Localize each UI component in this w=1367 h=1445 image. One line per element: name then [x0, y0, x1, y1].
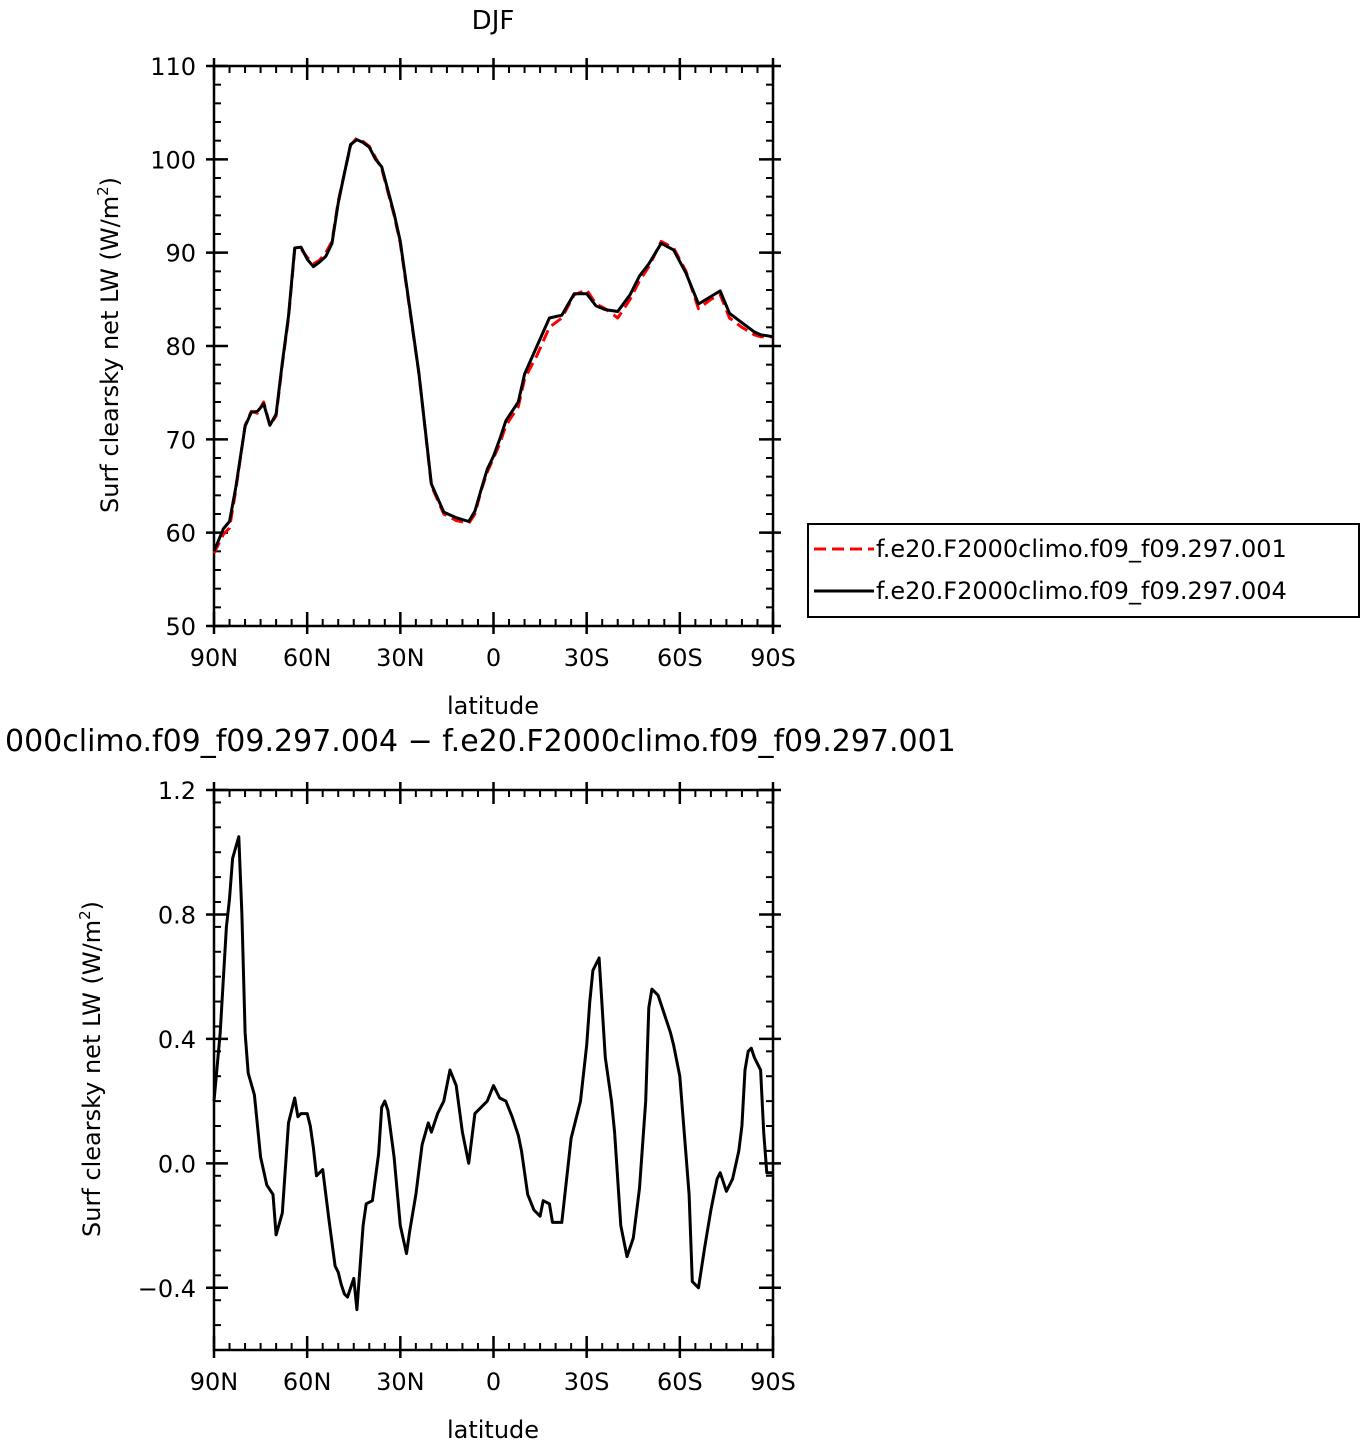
x-tick-label: 0 — [486, 644, 501, 672]
x-tick-label: 60S — [657, 644, 703, 672]
bottom-chart-title: 000climo.f09_f09.297.004 − f.e20.F2000cl… — [5, 724, 956, 759]
plot-frame — [212, 64, 775, 628]
top-x-axis-label: latitude — [447, 692, 539, 720]
series-line-1-0 — [212, 835, 773, 1312]
bottom-x-axis-label: latitude — [447, 1416, 539, 1444]
x-tick-label: 90S — [750, 644, 796, 672]
y-tick-label: 60 — [165, 520, 196, 548]
bottom-y-axis-label: Surf clearsky net LW (W/m2) — [76, 901, 106, 1237]
x-tick-label: 90N — [190, 644, 239, 672]
series-line-0-0 — [212, 136, 773, 554]
y-tick-label: 100 — [150, 146, 196, 174]
legend-box — [807, 523, 1360, 618]
bottom-y-axis-label-main: Surf clearsky net LW (W/m — [78, 920, 106, 1237]
x-tick-label: 60N — [283, 644, 332, 672]
x-tick-label: 30N — [376, 644, 425, 672]
x-tick-label: 60S — [657, 1368, 703, 1396]
series-line-0-1 — [212, 138, 774, 552]
top-chart-title: DJF — [472, 6, 515, 36]
x-tick-label: 0 — [486, 1368, 501, 1396]
x-tick-label: 60N — [283, 1368, 332, 1396]
legend: f.e20.F2000climo.f09_f09.297.001 f.e20.F… — [807, 523, 1360, 618]
y-tick-label: 90 — [165, 240, 196, 268]
top-y-axis-label: Surf clearsky net LW (W/m2) — [94, 177, 124, 513]
y-tick-label: 70 — [165, 426, 196, 454]
x-tick-label: 90S — [750, 1368, 796, 1396]
legend-label-004: f.e20.F2000climo.f09_f09.297.004 — [876, 577, 1287, 605]
plot-frame — [212, 788, 775, 1352]
y-tick-label: 110 — [150, 53, 196, 81]
legend-label-001: f.e20.F2000climo.f09_f09.297.001 — [876, 535, 1287, 563]
y-tick-label: 50 — [165, 613, 196, 641]
y-tick-label: 0.4 — [158, 1026, 196, 1054]
x-tick-label: 30N — [376, 1368, 425, 1396]
top-chart-panel: 90N 60N 30N 0 30S 60S 90S 50 60 70 80 90 100 110 — [150, 53, 796, 672]
x-tick-label: 30S — [564, 644, 610, 672]
x-tick-label: 90N — [190, 1368, 239, 1396]
y-tick-label: 0.0 — [158, 1150, 196, 1178]
bottom-y-axis-label-sup: 2 — [76, 910, 94, 920]
y-tick-label: −0.4 — [138, 1275, 196, 1303]
x-tick-label: 30S — [564, 1368, 610, 1396]
y-tick-label: 80 — [165, 333, 196, 361]
y-tick-label: 1.2 — [158, 777, 196, 805]
bottom-y-axis-label-end: ) — [78, 901, 106, 910]
top-y-axis-label-end: ) — [96, 177, 124, 186]
y-tick-label: 0.8 — [158, 901, 196, 929]
top-y-axis-label-main: Surf clearsky net LW (W/m — [96, 196, 124, 513]
top-y-axis-label-sup: 2 — [94, 186, 112, 196]
bottom-chart-panel: 90N 60N 30N 0 30S 60S 90S −0.4 0.0 0.4 0.8 1.2 — [138, 777, 796, 1396]
